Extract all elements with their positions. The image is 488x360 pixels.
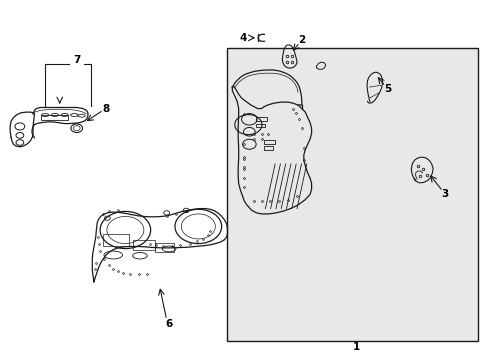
Text: 6: 6 <box>165 319 172 329</box>
Text: 1: 1 <box>352 342 359 352</box>
Text: 3: 3 <box>441 189 448 199</box>
Bar <box>256 117 266 121</box>
Bar <box>264 140 274 144</box>
Bar <box>264 146 272 150</box>
Text: 7: 7 <box>73 55 81 64</box>
Bar <box>103 234 128 246</box>
Text: 2: 2 <box>298 35 305 45</box>
Bar <box>256 123 264 127</box>
Bar <box>41 115 68 120</box>
Text: 5: 5 <box>384 84 391 94</box>
Bar <box>227 48 477 341</box>
Bar <box>132 240 154 249</box>
Text: 8: 8 <box>102 104 109 113</box>
Bar <box>154 243 174 252</box>
Text: 4: 4 <box>239 33 247 43</box>
